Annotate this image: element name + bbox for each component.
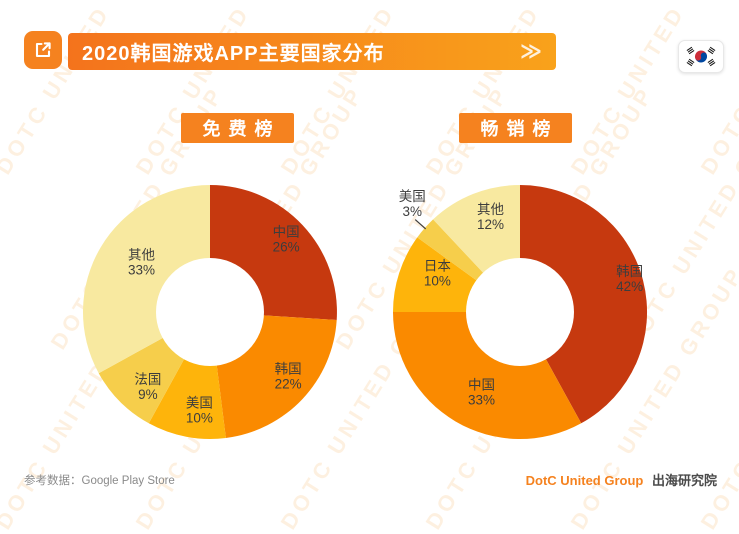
watermark-text: DOTC UNITED GROUP (695, 0, 739, 179)
watermark-text: DOTC UNITED GROUP (565, 0, 739, 179)
leader-line-美国 (414, 219, 427, 230)
slice-label-美国: 美国 3% (399, 189, 426, 219)
slice-label-其他: 其他 33% (128, 248, 155, 278)
footer-credit: DotC United Group 出海研究院 (526, 470, 717, 489)
donut-chart-free-rank: 中国 26% 韩国 22% 美国 10% 法国 9% 其他 33% (82, 185, 337, 440)
slice-label-日本: 日本 10% (424, 259, 452, 289)
watermark-text: DOTC UNITED GROUP (420, 0, 604, 179)
slice-label-韩国: 韩国 42% (616, 264, 643, 294)
slice-label-中国: 中国 33% (468, 378, 495, 408)
korea-flag-icon (678, 40, 724, 73)
slice-label-中国: 中国 26% (273, 225, 300, 255)
share-icon (24, 31, 62, 69)
donut-hole (466, 258, 574, 366)
watermark-text: DOTC UNITED GROUP (0, 0, 174, 179)
watermark-text: DOTC UNITED GROUP (130, 0, 314, 179)
chevrons-icon: ≫ (520, 40, 542, 63)
slice-label-美国: 美国 10% (186, 395, 213, 425)
pie-slice-韩国 (520, 185, 648, 424)
slice-label-韩国: 韩国 22% (275, 362, 302, 392)
chart-title-grossing-rank: 畅销榜 (459, 113, 572, 143)
data-source-note: 参考数据：Google Play Store (24, 475, 175, 487)
korea-flag-image (685, 46, 717, 67)
page-title: 2020韩国游戏APP主要国家分布 (82, 43, 385, 65)
export-arrow-icon (35, 42, 51, 58)
watermark-text: DOTC UNITED GROUP (695, 262, 739, 534)
watermark-text: DOTC UNITED GROUP (275, 0, 459, 179)
donut-chart-grossing-rank: 韩国 42% 中国 33% 日本 10% 美国 3% 其他 12% (393, 185, 648, 440)
chart-title-free-rank: 免费榜 (181, 113, 294, 143)
slice-label-其他: 其他 12% (477, 202, 504, 232)
footer-brand: DotC United Group (525, 473, 644, 488)
slice-label-法国: 法国 9% (134, 372, 161, 402)
title-banner: 2020韩国游戏APP主要国家分布 ≫ (68, 33, 556, 70)
donut-hole (156, 258, 264, 366)
footer-org: 出海研究院 (651, 473, 717, 488)
